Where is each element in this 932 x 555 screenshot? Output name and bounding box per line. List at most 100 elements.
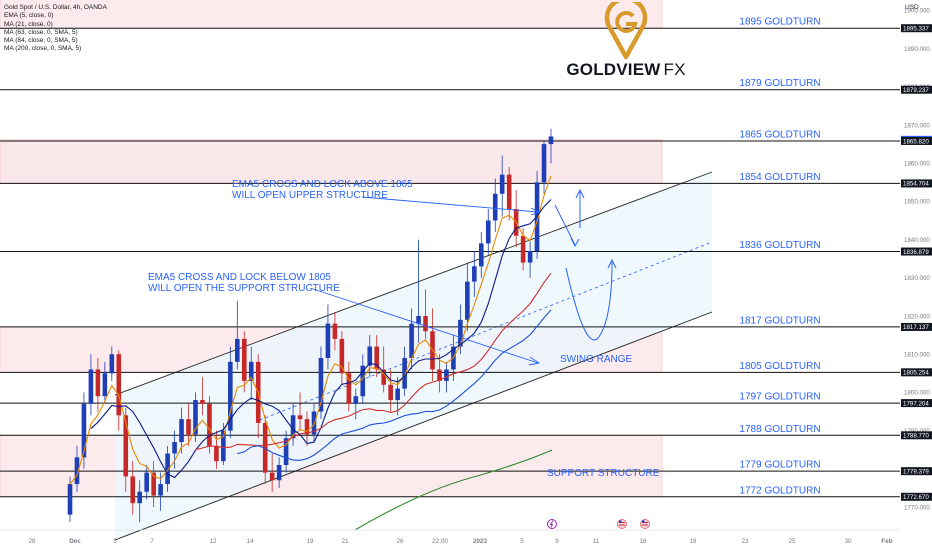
goldturn-label-8: 1797 GOLDTURN [739,392,820,403]
candle-body [374,346,380,370]
goldturn-label-11: 1772 GOLDTURN [739,485,820,496]
candle-body [346,373,352,404]
candle-body [158,484,163,496]
candle-body [248,361,254,381]
candle-body [339,338,345,374]
us-flag-event-icon-circle [617,519,627,529]
goldturn-label-10: 1779 GOLDTURN [739,460,820,471]
zone-red-2 [0,139,663,184]
legend-ema5: EMA (5, close, 0) [4,12,54,20]
logo-brand: GOLDVIEW [566,60,661,79]
candle-body [200,400,205,404]
price-label-bg-12 [901,492,932,501]
time-axis-tick-6: 19 [306,538,314,545]
price-axis-tick-12: 1800.000 [904,390,930,397]
candle-body [283,438,289,465]
price-axis-tick-5: 1870.000 [904,122,930,129]
candle-body [290,415,296,439]
channel-mid-line [259,241,713,421]
price-label-2: 1879.237 [903,87,929,94]
ma200-line [354,449,553,531]
candle-body [109,354,115,374]
candle-body [214,445,219,462]
price-label-11: 1779.379 [903,468,929,475]
channel-upper-line [114,171,713,396]
goldturn-label-1: 1895 GOLDTURN [739,17,820,28]
price-label-1: 1895.337 [903,26,929,33]
time-axis-tick-1: Dec [69,538,81,545]
forecast-arrowhead-up [575,188,585,199]
time-axis-tick-0: 28 [28,538,36,545]
candle-body [172,442,177,454]
candle-body [95,369,101,397]
candle-body [116,354,122,416]
annotation-upper-arrowhead [530,207,541,216]
candle-body [492,193,498,221]
candle-body [137,491,143,504]
annotation-lower-arrow [309,287,539,364]
chart-legend: Gold Spot / U.S. Dollar, 4h, OANDA EMA (… [4,4,107,54]
candle-body [458,319,463,347]
price-label-bg-6 [901,247,932,256]
candle-body [151,472,156,496]
channel-lower-line [114,311,713,541]
candle-body [269,472,275,481]
candle-body [332,323,338,339]
candle-body [360,365,366,397]
price-axis-tick-6: 1860.000 [904,161,930,168]
time-axis-tick-14: 16 [639,538,647,545]
time-axis-tick-13: 11 [593,538,600,545]
flash-event-icon-circle [547,519,557,529]
candle-body [444,369,449,381]
time-axis-tick-12: 9 [555,538,559,545]
goldturn-label-9: 1788 GOLDTURN [739,424,820,435]
time-axis-tick-4: 12 [209,538,217,545]
price-label-bg-4 [901,136,932,145]
logo-wordmark: GOLDVIEW FX [566,60,686,80]
candle-body [228,361,233,431]
price-label-12: 1772.670 [903,494,929,501]
annotation-upper-arrow [361,196,539,213]
time-axis-tick-5: 14 [246,538,254,545]
candle-body [318,358,324,412]
candle-body [67,484,73,515]
candle-body [381,369,386,385]
us-flag-event-icon-stripe2 [642,524,648,526]
time-axis-tick-17: 25 [788,538,796,545]
us-flag-event-icon-stripe2 [619,524,625,526]
price-label-bg-10 [901,431,932,440]
ma63-line [195,272,552,451]
time-axis-tick-3: 7 [150,538,154,545]
price-label-bg-5 [901,179,932,188]
price-label-9: 1797.204 [903,400,929,407]
candle-body [130,476,136,504]
candle-body [548,136,554,145]
candle-body [472,266,477,282]
time-axis-tick-2: 5 [113,538,117,545]
time-axis-tick-18: 30 [844,538,852,545]
candle-body [520,235,526,263]
price-axis-unit: USD [905,4,919,11]
candle-body [88,369,94,404]
candle-body [221,430,226,462]
candle-body [541,144,547,183]
legend-ma21: MA (21, close, 0) [4,20,53,28]
candle-body [409,323,414,359]
annotation-upper-line1: EMA5 CROSS AND LOCK ABOVE 1865 [232,179,413,190]
price-label-bg-9 [901,399,932,408]
candle-body [478,243,484,267]
candle-body [485,220,491,244]
time-axis-tick-16: 23 [741,538,749,545]
flash-event-icon [547,519,557,529]
candle-body [416,316,421,324]
candle-body [353,396,359,404]
time-axis-tick-10: 2023 [473,538,488,545]
price-label-10: 1788.770 [903,433,929,440]
us-flag-event-icon-canton [642,520,645,523]
annotation-lower-line1: EMA5 CROSS AND LOCK BELOW 1805 [148,272,331,283]
price-axis-tick-11: 1810.000 [904,352,930,359]
legend-ma84: MA (84, close, 0, SMA, 5) [4,37,78,45]
logo-suffix: FX [663,60,686,79]
us-flag-event-icon-circle [640,519,650,529]
